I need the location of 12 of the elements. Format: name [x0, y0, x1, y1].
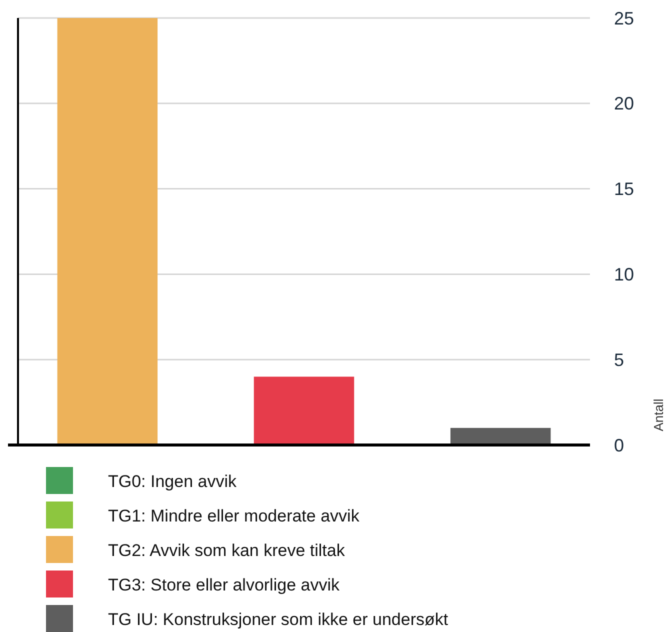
- y-tick-label: 20: [614, 94, 634, 114]
- legend-label: TG IU: Konstruksjoner som ikke er undersøkt: [108, 610, 448, 629]
- y-tick-label: 25: [614, 8, 634, 28]
- legend-label: TG2: Avvik som kan kreve tiltak: [108, 540, 346, 560]
- y-tick-label: 0: [614, 435, 624, 456]
- y-tick-label: 5: [614, 350, 624, 370]
- y-tick-label: 15: [614, 179, 634, 200]
- y-axis-title: Antall: [651, 398, 666, 432]
- legend-label: TG3: Store eller alvorlige avvik: [108, 575, 340, 594]
- legend-label: TG0: Ingen avvik: [108, 472, 238, 491]
- legend-label: TG1: Mindre eller moderate avvik: [108, 506, 360, 526]
- y-tick-label: 10: [614, 264, 634, 284]
